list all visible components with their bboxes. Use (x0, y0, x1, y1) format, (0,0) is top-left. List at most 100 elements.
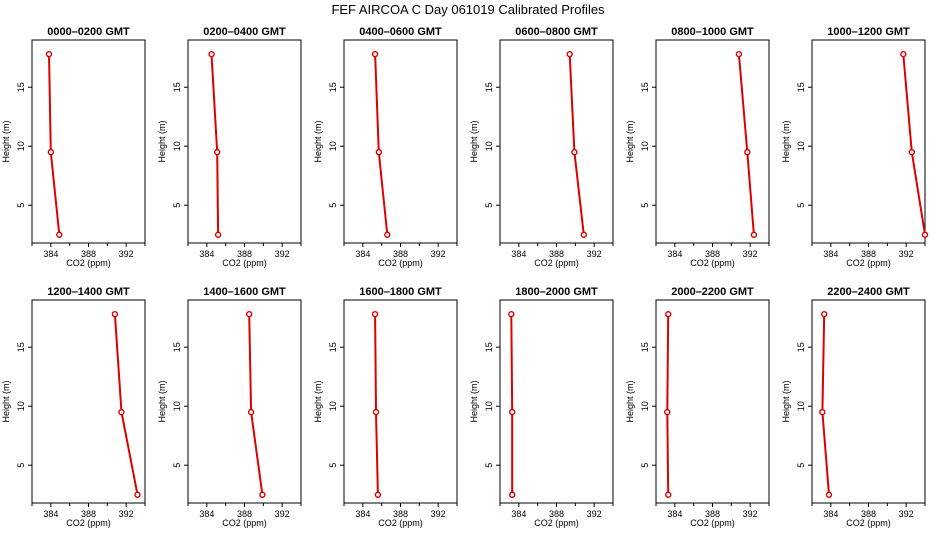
x-axis-label: CO2 (ppm) (222, 258, 267, 268)
panel-title: 1400–1600 GMT (203, 286, 286, 298)
chart-panel: 1000–1200 GMT 384 388 392 5 10 15 CO2 (ppm) Heig… (781, 26, 929, 268)
profile-point (246, 310, 253, 318)
x-tick-label: 392 (743, 249, 758, 259)
x-tick-label: 388 (549, 249, 564, 259)
x-tick-label: 388 (81, 509, 96, 519)
y-tick-label: 5 (16, 463, 26, 468)
y-axis-label: Height (m) (313, 380, 323, 422)
y-axis-label: Height (m) (625, 120, 635, 162)
plot-frame (499, 299, 614, 504)
profile-point (509, 408, 516, 416)
x-tick-label: 392 (431, 249, 446, 259)
panel-title: 0000–0200 GMT (47, 26, 130, 38)
profile-point (821, 310, 828, 318)
profile-line (737, 54, 755, 235)
profile-line (374, 54, 389, 235)
profile-point (819, 408, 826, 416)
profile-line (902, 54, 926, 235)
y-axis-label: Height (m) (781, 120, 791, 162)
x-tick-label: 392 (587, 249, 602, 259)
y-tick-label: 10 (328, 401, 338, 411)
chart-panel: 2000–2200 GMT 384 388 392 5 10 15 CO2 (ppm) Heig… (625, 286, 770, 528)
chart-panel: 1600–1800 GMT 384 388 392 5 10 15 CO2 (ppm) Heig… (313, 286, 458, 528)
x-tick-label: 384 (355, 249, 370, 259)
profile-point (375, 148, 383, 156)
y-tick-label: 10 (484, 141, 494, 151)
profile-point (825, 491, 833, 498)
profile-point (735, 50, 743, 58)
profile-point (908, 148, 916, 156)
x-tick-label: 392 (431, 509, 446, 519)
y-tick-label: 10 (796, 141, 806, 151)
x-tick-label: 388 (237, 249, 252, 259)
y-tick-label: 15 (328, 82, 338, 92)
y-tick-label: 5 (640, 203, 650, 208)
x-axis-label: CO2 (ppm) (534, 518, 579, 528)
chart-panel: 0800–1000 GMT 384 388 392 5 10 15 CO2 (ppm) Heig… (625, 26, 770, 268)
x-tick-label: 388 (81, 249, 96, 259)
profile-point (371, 50, 379, 58)
chart-panel: 0000–0200 GMT 384 388 392 5 10 15 CO2 (ppm) Heig… (1, 26, 146, 268)
y-tick-label: 5 (484, 203, 494, 208)
y-tick-label: 10 (484, 401, 494, 411)
x-tick-label: 384 (43, 249, 58, 259)
panel-title: 1200–1400 GMT (47, 286, 130, 298)
y-tick-label: 10 (16, 141, 26, 151)
profile-line (568, 54, 585, 235)
panel-title: 1600–1800 GMT (359, 286, 442, 298)
profile-point (571, 148, 578, 156)
x-tick-label: 384 (667, 249, 682, 259)
x-axis-label: CO2 (ppm) (378, 518, 423, 528)
y-tick-label: 5 (796, 463, 806, 468)
y-tick-label: 15 (172, 82, 182, 92)
plot-frame (343, 39, 458, 244)
x-tick-label: 388 (393, 249, 408, 259)
panel-title: 0400–0600 GMT (359, 26, 442, 38)
chart-panel: 0200–0400 GMT 384 388 392 5 10 15 CO2 (ppm) Heig… (157, 26, 302, 268)
x-tick-label: 388 (705, 509, 720, 519)
profile-point (259, 491, 266, 498)
profile-point (134, 491, 141, 498)
profile-point (374, 491, 382, 498)
y-tick-label: 15 (328, 342, 338, 352)
chart-panel: 0600–0800 GMT 384 388 392 5 10 15 CO2 (ppm) Heig… (469, 26, 614, 268)
plot-frame (811, 39, 926, 244)
profile-line (821, 314, 830, 495)
y-tick-label: 15 (484, 342, 494, 352)
profile-point (111, 310, 119, 318)
plot-frame (499, 39, 614, 244)
y-axis-label: Height (m) (625, 380, 635, 422)
x-tick-label: 384 (199, 509, 214, 519)
y-tick-label: 5 (796, 203, 806, 208)
profile-point (214, 231, 222, 238)
y-axis-label: Height (m) (469, 120, 479, 162)
y-tick-label: 10 (328, 141, 338, 151)
x-tick-label: 392 (899, 249, 914, 259)
plot-frame (187, 39, 302, 244)
profile-point (208, 50, 215, 58)
profile-point (508, 310, 515, 318)
profile-line (113, 314, 139, 495)
x-tick-label: 384 (823, 509, 838, 519)
y-tick-label: 5 (328, 463, 338, 468)
y-tick-label: 15 (16, 342, 26, 352)
y-tick-label: 5 (172, 463, 182, 468)
profile-point (566, 50, 573, 58)
figure-title: FEF AIRCOA C Day 061019 Calibrated Profi… (331, 2, 605, 17)
profile-line (374, 314, 379, 495)
chart-panel: 1800–2000 GMT 384 388 392 5 10 15 CO2 (ppm) Heig… (469, 286, 614, 528)
profile-point (45, 50, 53, 58)
x-tick-label: 388 (237, 509, 252, 519)
x-tick-label: 384 (355, 509, 370, 519)
plot-frame (343, 299, 458, 504)
panel-title: 0800–1000 GMT (671, 26, 754, 38)
x-tick-label: 392 (275, 509, 290, 519)
profile-point (665, 310, 672, 318)
panel-title: 1800–2000 GMT (515, 286, 598, 298)
x-axis-label: CO2 (ppm) (378, 258, 423, 268)
profile-point (213, 148, 221, 156)
chart-panel: 1400–1600 GMT 384 388 392 5 10 15 CO2 (ppm) Heig… (157, 286, 302, 528)
x-tick-label: 384 (823, 249, 838, 259)
y-tick-label: 15 (796, 342, 806, 352)
